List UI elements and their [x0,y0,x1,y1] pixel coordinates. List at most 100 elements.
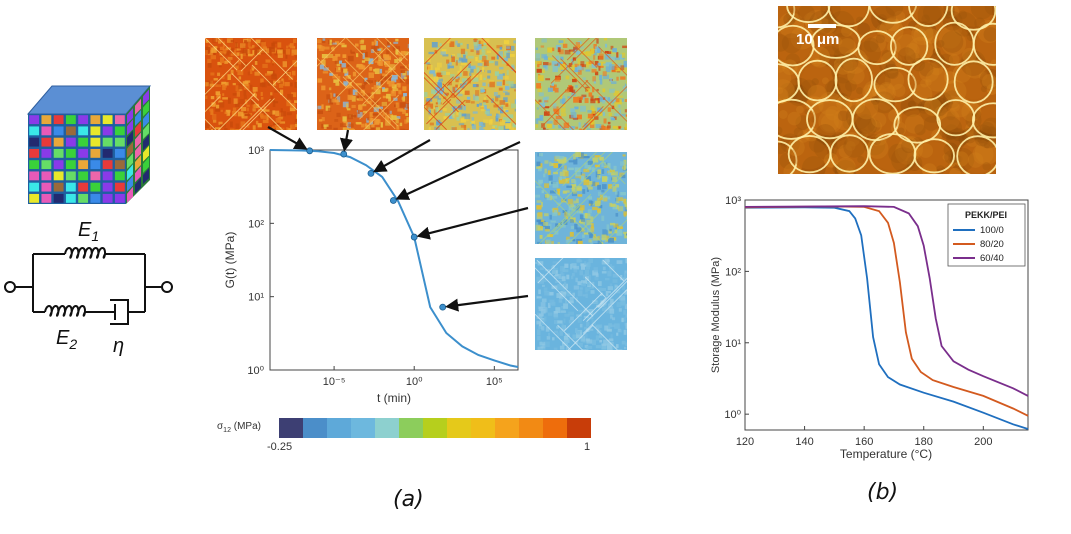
cube-cell [143,111,149,128]
colorbar-swatch [567,418,591,438]
cube-cell [102,137,113,147]
snapshot-arrow [267,126,308,150]
cube-cell [114,160,125,170]
cube-cell [53,160,64,170]
cube-cell [90,148,101,158]
snapshot-marker [306,147,314,155]
scale-bar-label: 10 μm [796,31,840,48]
colorbar-max-label: 1 [584,441,591,453]
y-tick-label: 10¹ [725,338,741,350]
cube-cell [114,137,125,147]
cube-cell [78,115,89,125]
series-line-60-40 [744,205,1029,397]
x-tick-label: 180 [915,436,933,448]
cube-cell [127,130,133,147]
cube-cell [90,193,101,203]
cube-cell [90,171,101,181]
cube-cell [29,160,40,170]
cube-cell [65,193,76,203]
cube-cell [102,171,113,181]
cube-cell [53,137,64,147]
cube-cell [65,137,76,147]
colorbar-swatch [423,418,447,438]
cube-cell [114,115,125,125]
cube-cell [90,160,101,170]
x-tick-label: 120 [736,436,754,448]
panel-label-b: (b) [867,480,899,505]
eta-label: η [113,335,124,357]
x-tick-label: 160 [855,436,873,448]
stress-map-4 [535,38,627,130]
cube-cell [65,148,76,158]
cube-cell [127,108,133,124]
snapshot-arrow [395,141,521,200]
colorbar-swatch [399,418,423,438]
colorbar-swatch [375,418,399,438]
cube-cell [143,145,149,162]
spring-e2 [44,305,87,317]
cube-cell [102,160,113,170]
cube-cell [143,123,149,140]
y-axis-label: Storage Modulus (MPa) [710,257,722,373]
e2-label: E2 [56,327,77,352]
cube-cell [143,168,149,185]
cube-cell [41,160,52,170]
y-axis-label: G(t) (MPa) [223,232,237,289]
dashpot-eta [110,299,145,325]
legend-entry: 100/0 [980,225,1004,236]
cube-cell [78,148,89,158]
series-line-100-0 [744,206,1029,430]
snapshot-arrow [445,294,529,312]
cube-cell [41,137,52,147]
colorbar-swatch [303,418,327,438]
cube-cell [29,126,40,136]
colorbar-swatch [471,418,495,438]
rve-cube [26,85,152,204]
cube-cell [53,171,64,181]
cube-cell [90,126,101,136]
cube-cell [114,182,125,192]
cube-cell [135,132,141,149]
cube-cell [29,182,40,192]
cube-cell [135,121,141,138]
cube-cell [41,148,52,158]
cube-cell [41,171,52,181]
cube-cell [127,186,133,203]
cube-cell [102,115,113,125]
colorbar-swatch [327,418,351,438]
stress-map-2 [317,38,409,130]
panel-label-a: (a) [393,487,424,512]
x-tick-label: 10⁵ [486,376,503,388]
y-tick-label: 10⁰ [247,365,264,377]
x-axis-label: Temperature (°C) [840,447,932,461]
cube-cell [53,193,64,203]
cube-cell [90,182,101,192]
x-tick-label: 200 [974,436,992,448]
cube-cell [41,115,52,125]
colorbar-swatch [279,418,303,438]
cube-cell [127,164,133,181]
cube-cell [143,89,149,106]
standard-linear-solid-model: E1 E2 η [4,219,173,357]
plot-area [269,149,519,371]
stress-map-3 [424,38,516,130]
colorbar-min-label: -0.25 [267,441,293,453]
colorbar-title: σ12 (MPa) [217,421,261,434]
cube-cell [127,153,133,169]
cube-cell [135,98,141,115]
cube-cell [41,182,52,192]
cube-cell [65,182,76,192]
snapshot-arrow [373,139,431,173]
cube-cell [143,156,149,173]
cube-cell [78,137,89,147]
legend-title: PEKK/PEI [965,210,1007,220]
x-tick-label: 10⁰ [406,376,423,388]
colorbar-swatch [351,418,375,438]
cube-cell [29,148,40,158]
cube-cell [78,182,89,192]
stress-map-5 [535,152,627,244]
colorbar-swatch [543,418,567,438]
cube-cell [65,160,76,170]
cube-cell [29,115,40,125]
